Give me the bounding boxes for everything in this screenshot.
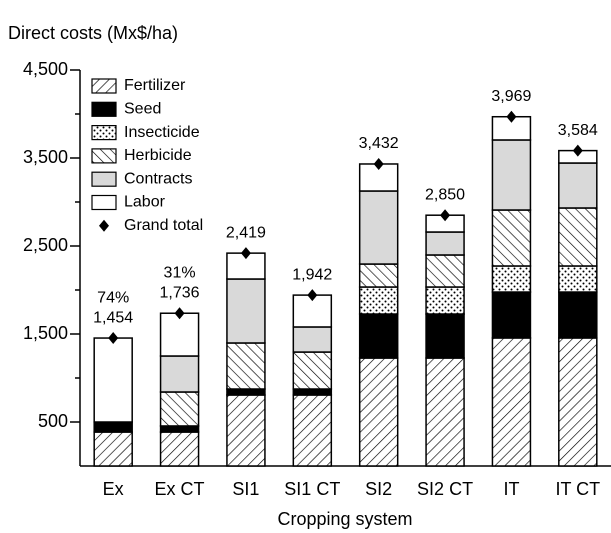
- total-label: 1,736: [160, 284, 200, 301]
- bar-segment: [491, 139, 532, 211]
- bar-segment: [358, 190, 399, 265]
- legend-label: Contracts: [124, 170, 192, 187]
- x-axis-label: Cropping system: [277, 509, 412, 529]
- x-tick-label: Ex: [103, 479, 124, 499]
- bar-segment: [491, 265, 532, 293]
- y-tick-label: 500: [38, 411, 68, 431]
- legend-label: Fertilizer: [124, 77, 186, 94]
- bar-segment: [226, 394, 266, 467]
- x-tick-label: IT: [503, 479, 519, 499]
- bar-segment: [425, 357, 465, 467]
- annotation: 31%: [164, 264, 196, 281]
- legend-swatch: [91, 171, 117, 187]
- total-label: 3,969: [491, 88, 531, 105]
- annotation: 74%: [97, 289, 129, 306]
- bar-segment: [159, 391, 200, 427]
- legend-swatch: [91, 124, 117, 141]
- total-label: 1,454: [93, 309, 133, 326]
- total-label: 2,850: [425, 186, 465, 203]
- bar-segment: [425, 231, 465, 256]
- bar-segment: [93, 431, 133, 467]
- legend-swatch: [91, 194, 117, 211]
- bar-segment: [425, 286, 465, 315]
- x-tick-label: Ex CT: [155, 479, 205, 499]
- bar-segment: [558, 265, 598, 293]
- x-tick-label: SI1: [232, 479, 259, 499]
- y-tick-label: 3,500: [23, 147, 68, 167]
- bar-segment: [425, 313, 465, 359]
- bar-segment: [226, 342, 266, 390]
- total-label: 3,432: [359, 135, 399, 152]
- legend-marker: [99, 219, 109, 232]
- bar-segment: [226, 278, 266, 344]
- legend-label: Herbicide: [124, 147, 192, 164]
- bar-segment: [159, 431, 200, 467]
- total-label: 2,419: [226, 224, 266, 241]
- legend-swatch: [91, 148, 117, 164]
- y-tick-label: 4,500: [23, 59, 68, 79]
- bar-segment: [491, 291, 532, 339]
- total-marker: [506, 110, 517, 123]
- legend-label: Grand total: [124, 217, 203, 234]
- bar-segment: [491, 209, 532, 267]
- bar-segment: [358, 286, 399, 315]
- total-marker: [373, 157, 384, 170]
- bar-segment: [491, 337, 532, 467]
- bar-segment: [358, 313, 399, 359]
- bar-segment: [93, 337, 133, 423]
- bar-segment: [292, 326, 333, 353]
- bar-segment: [558, 291, 598, 339]
- legend-swatch: [91, 101, 117, 117]
- bar-segment: [292, 394, 333, 467]
- bar-segment: [358, 263, 399, 288]
- x-tick-label: SI1 CT: [284, 479, 340, 499]
- bar-segment: [558, 207, 598, 267]
- bar-segment: [93, 421, 133, 433]
- total-marker: [572, 144, 583, 157]
- bar-segment: [558, 337, 598, 467]
- legend-swatch: [91, 78, 117, 94]
- total-marker: [174, 307, 185, 320]
- total-marker: [108, 332, 119, 345]
- bar-segment: [292, 351, 333, 390]
- y-tick-label: 2,500: [23, 235, 68, 255]
- legend-label: Seed: [124, 101, 161, 118]
- total-marker: [307, 289, 318, 302]
- bar-segment: [159, 312, 200, 357]
- total-label: 3,584: [558, 122, 598, 139]
- x-tick-label: SI2 CT: [417, 479, 473, 499]
- bar-segment: [558, 162, 598, 209]
- y-axis-label: Direct costs (Mx$/ha): [8, 23, 178, 43]
- bar-segment: [159, 425, 200, 433]
- bar-segment: [425, 254, 465, 288]
- x-tick-label: SI2: [365, 479, 392, 499]
- legend-label: Labor: [124, 194, 166, 211]
- total-label: 1,942: [292, 266, 332, 283]
- bar-segment: [226, 388, 266, 396]
- total-marker: [240, 247, 251, 260]
- y-tick-label: 1,500: [23, 323, 68, 343]
- bar-segment: [159, 355, 200, 393]
- bar-segment: [358, 357, 399, 467]
- total-marker: [440, 209, 451, 222]
- bar-segment: [292, 388, 333, 396]
- legend-label: Insecticide: [124, 124, 200, 141]
- x-tick-label: IT CT: [555, 479, 600, 499]
